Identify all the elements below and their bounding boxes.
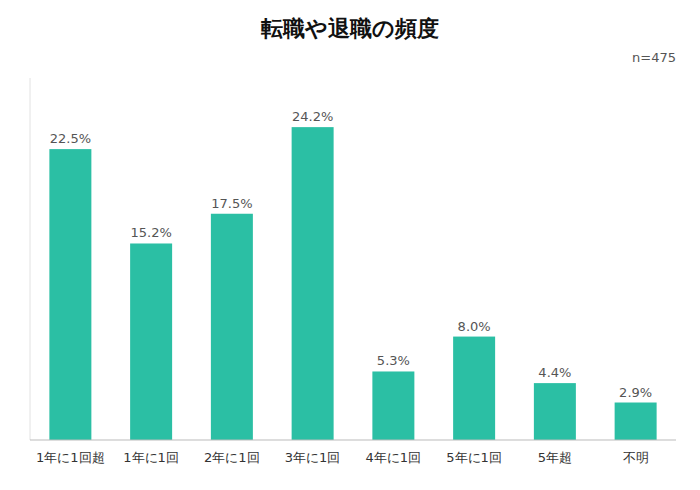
title: 転職や退職の頻度: [261, 16, 439, 41]
chart-svg: 転職や退職の頻度 n=475 22.5% 15.2% 17.5% 24.2% 5.3% 8.0…: [0, 0, 700, 490]
x-tick-label: 不明: [623, 450, 649, 465]
bar: [49, 149, 91, 440]
data-label: 8.0%: [458, 319, 491, 334]
x-tick-label: 1年に1回: [123, 450, 179, 465]
data-label: 4.4%: [538, 365, 571, 380]
bar: [211, 214, 253, 440]
data-label: 17.5%: [211, 196, 252, 211]
bar: [292, 127, 334, 440]
data-label: 15.2%: [130, 225, 171, 240]
x-tick-label: 5年超: [538, 450, 572, 465]
bar: [615, 403, 657, 440]
bars: [49, 127, 656, 440]
x-tick-label: 1年に1回超: [36, 450, 105, 465]
x-axis-line: [30, 440, 676, 441]
data-label: 24.2%: [292, 109, 333, 124]
data-label: 2.9%: [619, 385, 652, 400]
data-label: 5.3%: [377, 353, 410, 368]
bar: [130, 243, 172, 440]
bar: [534, 383, 576, 440]
x-tick-label: 5年に1回: [446, 450, 502, 465]
x-tick-label: 3年に1回: [285, 450, 341, 465]
bar: [453, 337, 495, 440]
chart-container: 転職や退職の頻度 n=475 22.5% 15.2% 17.5% 24.2% 5.3% 8.0…: [0, 0, 700, 490]
x-tick-label: 2年に1回: [204, 450, 260, 465]
y-axis-line: [30, 78, 31, 440]
annotation: n=475: [632, 50, 676, 65]
data-label: 22.5%: [50, 131, 91, 146]
bar: [372, 371, 414, 440]
x-tick-label: 4年に1回: [366, 450, 422, 465]
